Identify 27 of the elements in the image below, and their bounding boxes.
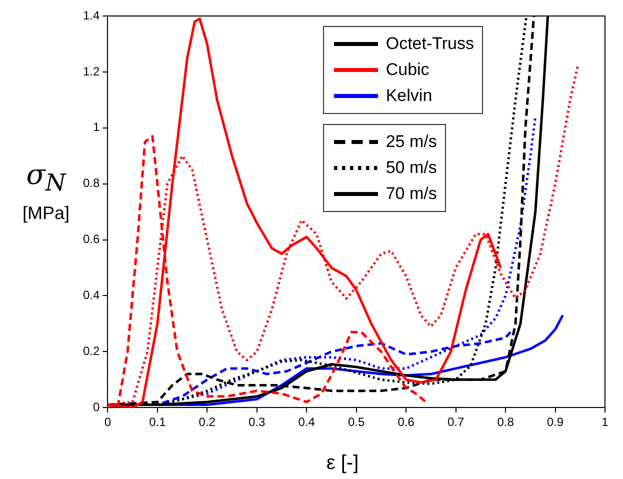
y-tick-label: 1.2 [82,64,100,78]
x-tick-label: 0.8 [497,415,514,430]
legend-label: 70 m/s [386,184,437,204]
y-tick-label: 1.4 [82,8,100,22]
y-tick-label: 0.2 [82,344,100,358]
x-tick-label: 0.2 [198,415,216,430]
x-tick-label: 0.4 [298,415,316,430]
y-tick-label: 0 [92,400,100,414]
legend-label: 50 m/s [386,158,437,178]
y-axis-title: σ$_{N}$ [MPa] [21,158,70,225]
y-tick-label: 0.8 [82,176,100,190]
legend-label: Cubic [386,60,430,80]
x-tick-label: 0.1 [149,415,166,430]
x-tick-label: 0.3 [248,415,266,430]
x-axis-title: ε [-] [325,452,360,475]
x-tick-label: 0 [104,415,112,430]
x-tick-label: 0.6 [398,415,415,430]
y-tick-label: 0.6 [82,232,100,246]
legend-label: Kelvin [386,86,432,106]
legend-label: Octet-Truss [386,34,474,54]
y-tick-label: 0.4 [82,288,100,302]
legend-label: 25 m/s [386,132,437,152]
x-tick-label: 0.7 [447,415,464,430]
x-tick-label: 1 [602,415,609,430]
y-tick-label: 1 [92,120,100,134]
x-tick-label: 0.5 [348,415,366,430]
x-tick-label: 0.9 [546,415,564,430]
